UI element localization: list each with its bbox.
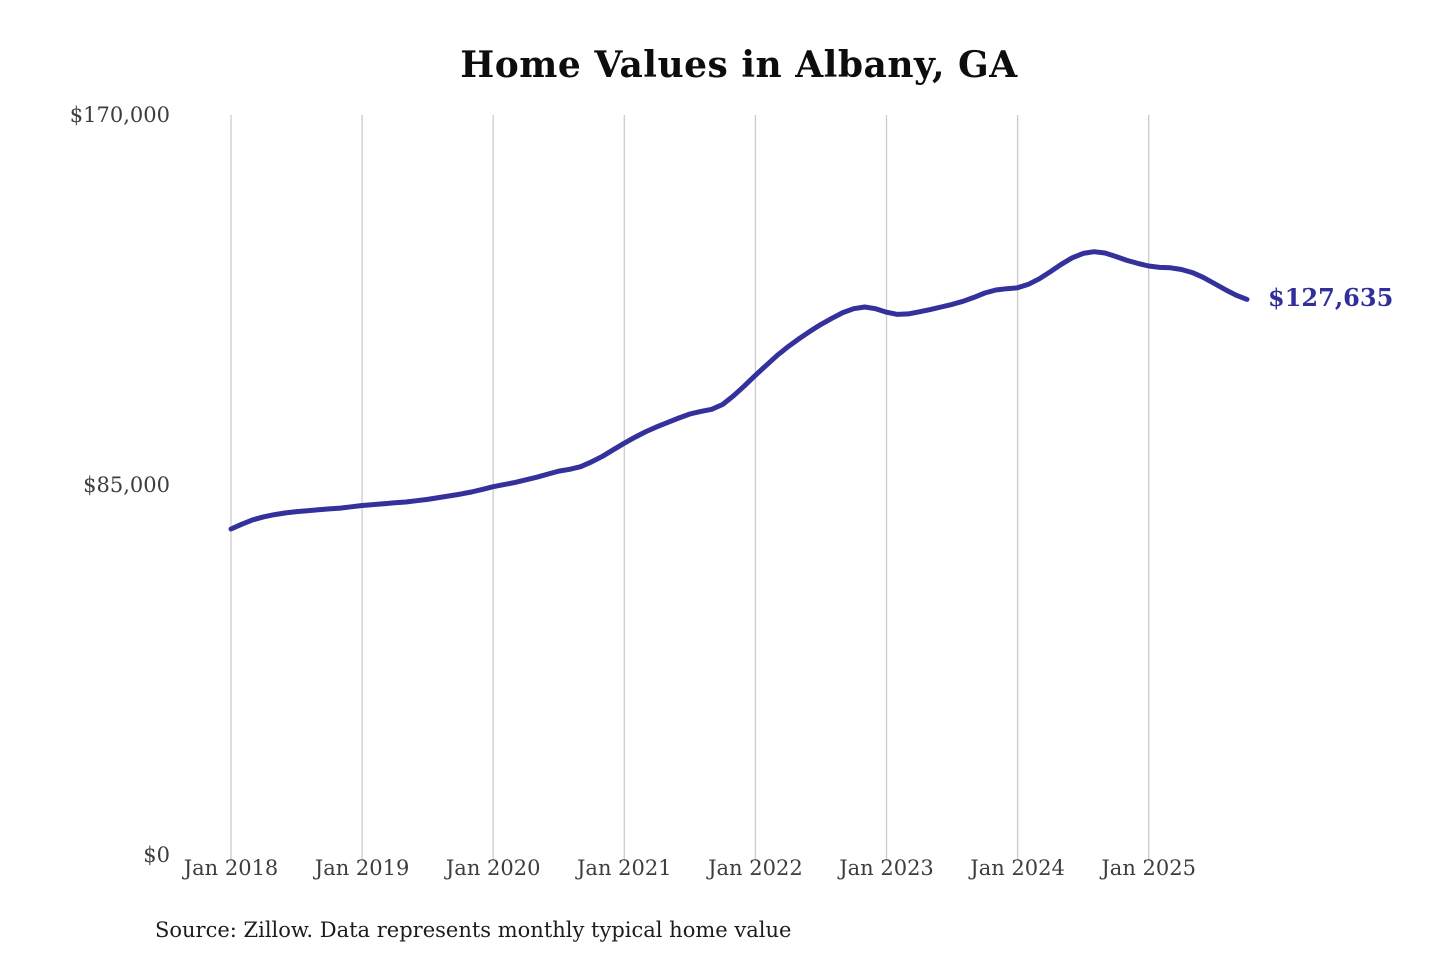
x-axis-tick-label: Jan 2023 xyxy=(839,856,934,880)
y-axis-tick-label: $170,000 xyxy=(69,103,170,127)
y-axis-tick-label: $0 xyxy=(143,843,170,867)
y-axis-tick-label: $85,000 xyxy=(83,473,170,497)
chart-title: Home Values in Albany, GA xyxy=(460,44,1018,86)
source-note: Source: Zillow. Data represents monthly … xyxy=(155,918,792,942)
x-axis-tick-label: Jan 2024 xyxy=(970,856,1065,880)
x-axis-tick-label: Jan 2018 xyxy=(183,856,279,880)
line-chart-plot-area xyxy=(228,115,1250,861)
latest-value-label: $127,635 xyxy=(1268,283,1394,313)
x-axis-tick-label: Jan 2020 xyxy=(445,856,541,880)
x-axis-tick-label: Jan 2025 xyxy=(1101,856,1196,880)
x-axis-tick-label: Jan 2019 xyxy=(314,856,410,880)
x-axis-tick-label: Jan 2022 xyxy=(708,856,803,880)
x-axis-tick-label: Jan 2021 xyxy=(577,856,672,880)
home-value-line xyxy=(228,249,1250,532)
